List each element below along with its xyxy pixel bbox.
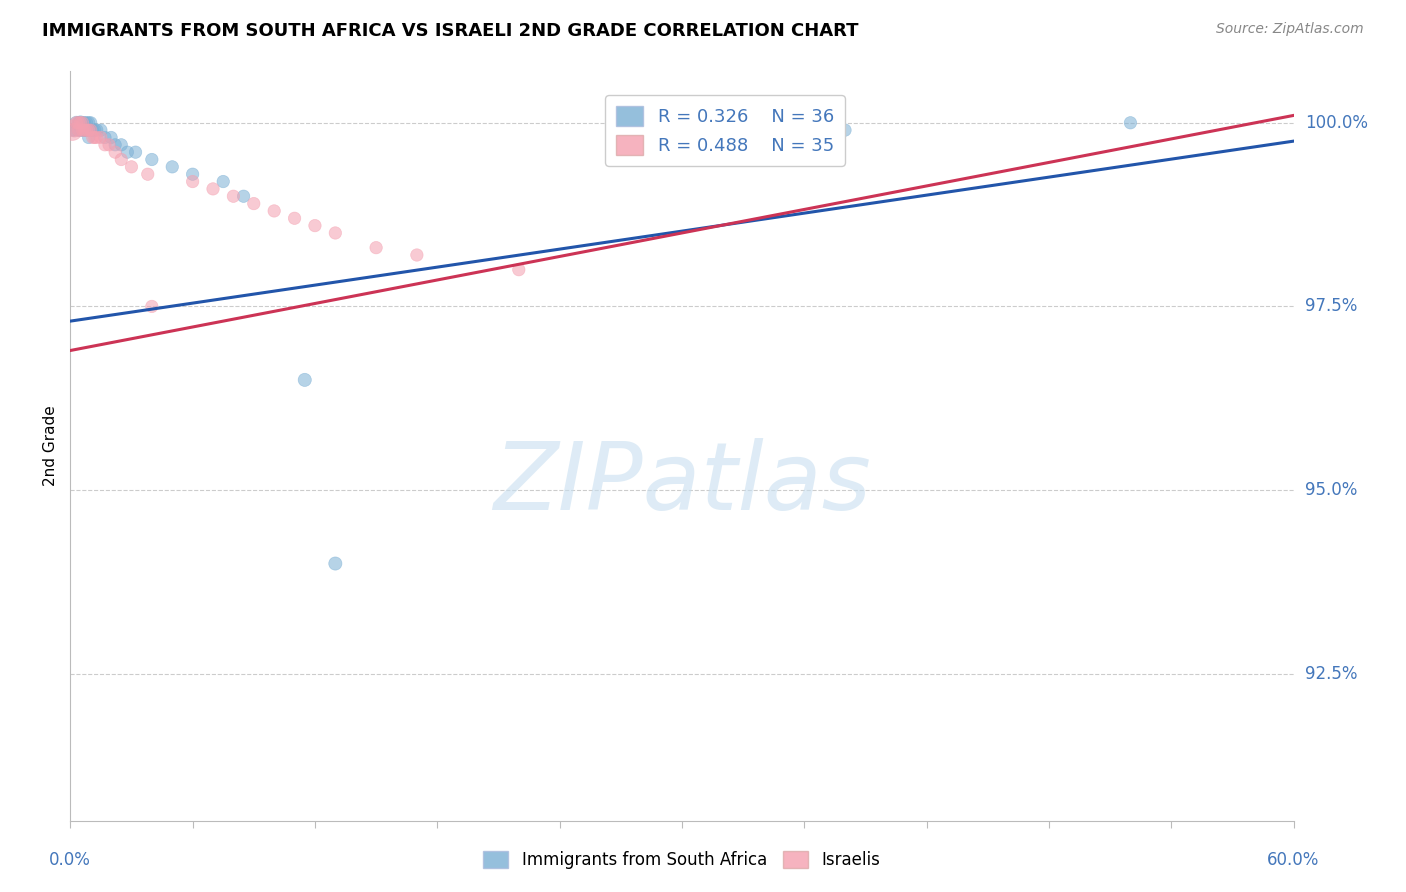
Point: [76, 116, 98, 130]
Point: [222, 189, 245, 203]
Legend: Immigrants from South Africa, Israelis: Immigrants from South Africa, Israelis: [477, 845, 887, 876]
Point: [69, 123, 91, 137]
Point: [86, 130, 108, 145]
Point: [79, 116, 103, 130]
Point: [73, 123, 96, 137]
Point: [90, 130, 112, 145]
Point: [77, 116, 100, 130]
Point: [181, 175, 204, 189]
Point: [110, 137, 132, 152]
Point: [294, 373, 316, 387]
Text: 0.0%: 0.0%: [49, 851, 91, 869]
Point: [73, 116, 96, 130]
Point: [263, 203, 285, 218]
Point: [82, 123, 104, 137]
Point: [60, 123, 83, 137]
Point: [202, 182, 225, 196]
Point: [60, 123, 83, 137]
Point: [65, 116, 87, 130]
Point: [141, 300, 163, 314]
Point: [110, 153, 132, 167]
Point: [67, 123, 90, 137]
Point: [304, 219, 326, 233]
Point: [72, 116, 94, 130]
Point: [117, 145, 139, 160]
Point: [76, 123, 98, 137]
Point: [67, 116, 90, 130]
Point: [86, 123, 108, 137]
Point: [72, 123, 94, 137]
Point: [67, 116, 90, 130]
Point: [65, 116, 87, 130]
Point: [63, 123, 86, 137]
Point: [79, 123, 103, 137]
Text: IMMIGRANTS FROM SOUTH AFRICA VS ISRAELI 2ND GRADE CORRELATION CHART: IMMIGRANTS FROM SOUTH AFRICA VS ISRAELI …: [42, 22, 859, 40]
Point: [104, 145, 127, 160]
Text: 92.5%: 92.5%: [1305, 665, 1357, 682]
Point: [773, 123, 796, 137]
Text: Source: ZipAtlas.com: Source: ZipAtlas.com: [1216, 22, 1364, 37]
Y-axis label: 2nd Grade: 2nd Grade: [44, 406, 59, 486]
Point: [162, 160, 183, 174]
Text: 100.0%: 100.0%: [1305, 114, 1368, 132]
Point: [69, 116, 91, 130]
Point: [67, 123, 90, 137]
Point: [73, 123, 96, 137]
Point: [508, 262, 530, 277]
Point: [124, 145, 146, 160]
Text: ZIPatlas: ZIPatlas: [494, 438, 870, 529]
Point: [181, 167, 204, 181]
Point: [79, 123, 103, 137]
Point: [83, 123, 105, 137]
Text: 60.0%: 60.0%: [1267, 851, 1320, 869]
Text: 97.5%: 97.5%: [1305, 297, 1357, 316]
Point: [82, 130, 104, 145]
Point: [232, 189, 254, 203]
Point: [104, 137, 127, 152]
Point: [63, 123, 86, 137]
Point: [323, 557, 347, 571]
Point: [72, 123, 94, 137]
Point: [323, 226, 347, 240]
Point: [94, 137, 117, 152]
Point: [834, 123, 856, 137]
Point: [212, 175, 235, 189]
Point: [366, 241, 388, 255]
Point: [83, 130, 105, 145]
Point: [69, 116, 91, 130]
Point: [243, 196, 266, 211]
Point: [98, 137, 121, 152]
Point: [136, 167, 159, 181]
Point: [94, 130, 117, 145]
Point: [1119, 116, 1142, 130]
Point: [406, 248, 429, 262]
Point: [77, 123, 100, 137]
Point: [76, 123, 98, 137]
Point: [121, 160, 143, 174]
Point: [141, 153, 163, 167]
Point: [72, 116, 94, 130]
Text: 95.0%: 95.0%: [1305, 481, 1357, 500]
Point: [284, 211, 307, 226]
Point: [77, 130, 100, 145]
Point: [90, 123, 112, 137]
Point: [100, 130, 122, 145]
